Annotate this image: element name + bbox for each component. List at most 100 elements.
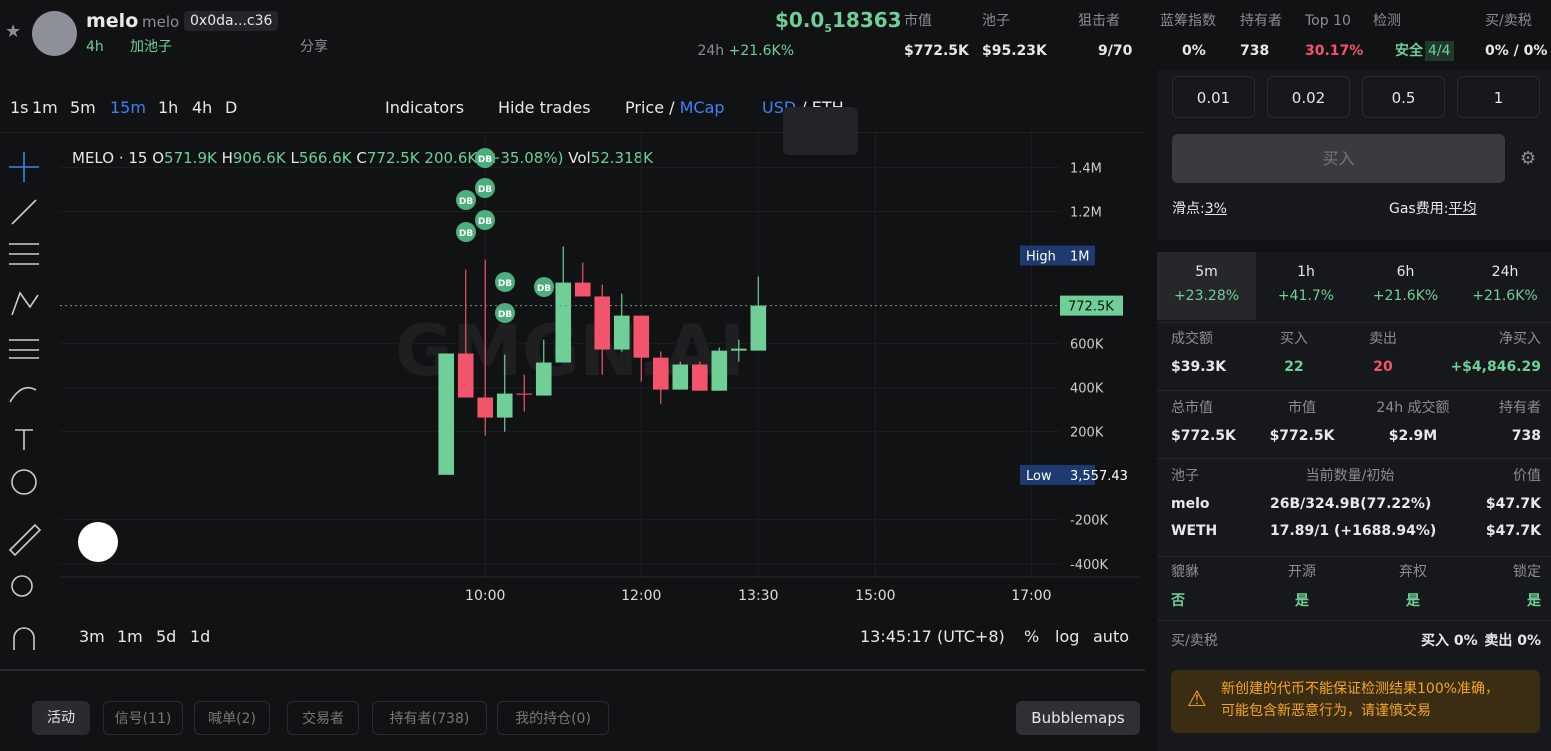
tab[interactable]: 信号(11) (103, 701, 183, 735)
pool-cell: WETH (1171, 523, 1218, 539)
candle-body (750, 305, 767, 351)
interval[interactable]: D (225, 98, 238, 117)
candle-body (691, 364, 708, 391)
stat-label: 买/卖税 (1485, 13, 1532, 29)
percent-toggle[interactable]: % (1024, 627, 1040, 646)
hide-trades[interactable]: Hide trades (498, 98, 591, 117)
address[interactable]: 0x0da...c36 (184, 11, 279, 31)
candle-body (438, 353, 455, 475)
tab[interactable]: 持有者(738) (372, 701, 487, 735)
annotation-text: High (1026, 250, 1056, 265)
tab[interactable]: 活动 (32, 701, 90, 735)
amount-option[interactable]: 0.5 (1362, 76, 1445, 118)
check-value: 否 (1171, 593, 1185, 609)
legend-key: H (221, 149, 233, 167)
trade-marker-label: DB (478, 217, 492, 227)
stat-value: $772.5K (1269, 428, 1335, 444)
warning-box (1171, 670, 1540, 733)
interval[interactable]: 1s (10, 98, 29, 117)
interval[interactable]: 1m (32, 98, 58, 117)
stat-label: 市值 (904, 13, 932, 29)
trade-marker-label: DB (498, 310, 512, 320)
pool-cell: $47.7K (1485, 523, 1541, 539)
period-label: 6h (1396, 264, 1415, 280)
token-symbol: melo (142, 13, 180, 31)
slippage[interactable]: 滑点:3% (1172, 199, 1227, 219)
period-label: 1h (1297, 264, 1315, 280)
amount-option[interactable]: 0.01 (1172, 76, 1255, 118)
stat-label: 狙击者 (1078, 13, 1120, 29)
stat-value: +$4,846.29 (1450, 359, 1541, 375)
range[interactable]: 3m (79, 627, 105, 646)
x-tick-label: 15:00 (855, 588, 895, 604)
interval[interactable]: 1h (158, 98, 179, 117)
stat-label: 蓝筹指数 (1160, 13, 1216, 29)
gas-value[interactable]: 平均 (1448, 201, 1477, 217)
amount-option[interactable]: 1 (1457, 76, 1540, 118)
annotation-value: 1M (1070, 250, 1090, 265)
check-value: 是 (1406, 593, 1420, 609)
price-prefix: $0.0 (775, 8, 825, 32)
pool-cell: 17.89/1 (+1688.94%) (1270, 523, 1437, 539)
tax-label: 买/卖税 (1171, 633, 1218, 649)
annotation-text: Low (1026, 469, 1052, 484)
warning-line: 可能包含新恶意行为，请谨慎交易 (1221, 703, 1431, 719)
trade-marker (475, 148, 495, 168)
trade-marker-label: DB (459, 229, 473, 239)
bubblemaps-button[interactable]: Bubblemaps (1016, 701, 1140, 735)
candle-body (633, 315, 650, 358)
change-row: 24h +21.6K% (697, 41, 794, 61)
slippage-value[interactable]: 3% (1204, 201, 1227, 217)
settings-icon[interactable]: ⚙ (1520, 148, 1537, 169)
stat-label: 卖出 (1369, 331, 1397, 347)
pool-header: 当前数量/初始 (1305, 468, 1395, 484)
gas[interactable]: Gas费用:平均 (1389, 199, 1476, 219)
pool-cell: 26B/324.9B(77.22%) (1270, 496, 1432, 512)
candle-body (672, 364, 689, 390)
range[interactable]: 1m (117, 627, 143, 646)
gas-label: Gas费用: (1389, 201, 1449, 217)
stat-label: 净买入 (1499, 331, 1541, 347)
interval[interactable]: 5m (70, 98, 96, 117)
check-value: 是 (1527, 593, 1541, 609)
candle-body (535, 362, 552, 396)
log-toggle[interactable]: log (1055, 627, 1080, 646)
range[interactable]: 1d (190, 627, 211, 646)
y-tick-label: 1.2M (1070, 205, 1102, 220)
tab[interactable]: 我的持仓(0) (497, 701, 609, 735)
stat-label: 池子 (982, 13, 1010, 29)
indicators[interactable]: Indicators (385, 98, 465, 117)
interval[interactable]: 4h (192, 98, 213, 117)
drawing-popup[interactable] (783, 107, 858, 155)
auto-toggle[interactable]: auto (1093, 627, 1130, 646)
price-toggle[interactable]: Price / MCap (625, 98, 725, 117)
interval[interactable]: 15m (110, 98, 146, 117)
y-tick-label: -200K (1070, 514, 1109, 529)
pool-link[interactable]: 加池子 (130, 39, 172, 55)
amount-option[interactable]: 0.02 (1267, 76, 1350, 118)
stat-value: $772.5K (1171, 428, 1236, 444)
share[interactable]: 分享 (300, 39, 328, 55)
token-name: melo (86, 10, 139, 32)
tax-sell: 卖出 0% (1484, 633, 1541, 649)
trade-marker-label: DB (478, 185, 492, 195)
period-tab[interactable] (1157, 252, 1256, 320)
stat-value: 20 (1373, 359, 1393, 375)
buy-button[interactable]: 买入 (1172, 134, 1505, 183)
candle-body (574, 282, 591, 297)
trade-marker-label: DB (478, 155, 492, 165)
range[interactable]: 5d (156, 627, 177, 646)
trade-marker (534, 277, 554, 297)
tab[interactable]: 喊单(2) (194, 701, 270, 735)
annotation-box (1020, 245, 1095, 266)
period-change: +21.6K% (1372, 288, 1439, 304)
mcap-option[interactable]: MCap (679, 98, 725, 117)
tool-column (8, 152, 42, 650)
pool-header: 池子 (1171, 468, 1199, 484)
tab[interactable]: 交易者 (287, 701, 359, 735)
clock: 13:45:17 (UTC+8) (860, 627, 1005, 646)
price-option[interactable]: Price (625, 98, 665, 117)
star-icon[interactable]: ★ (5, 21, 22, 42)
tv-logo (78, 522, 118, 562)
trade-marker (495, 303, 515, 323)
